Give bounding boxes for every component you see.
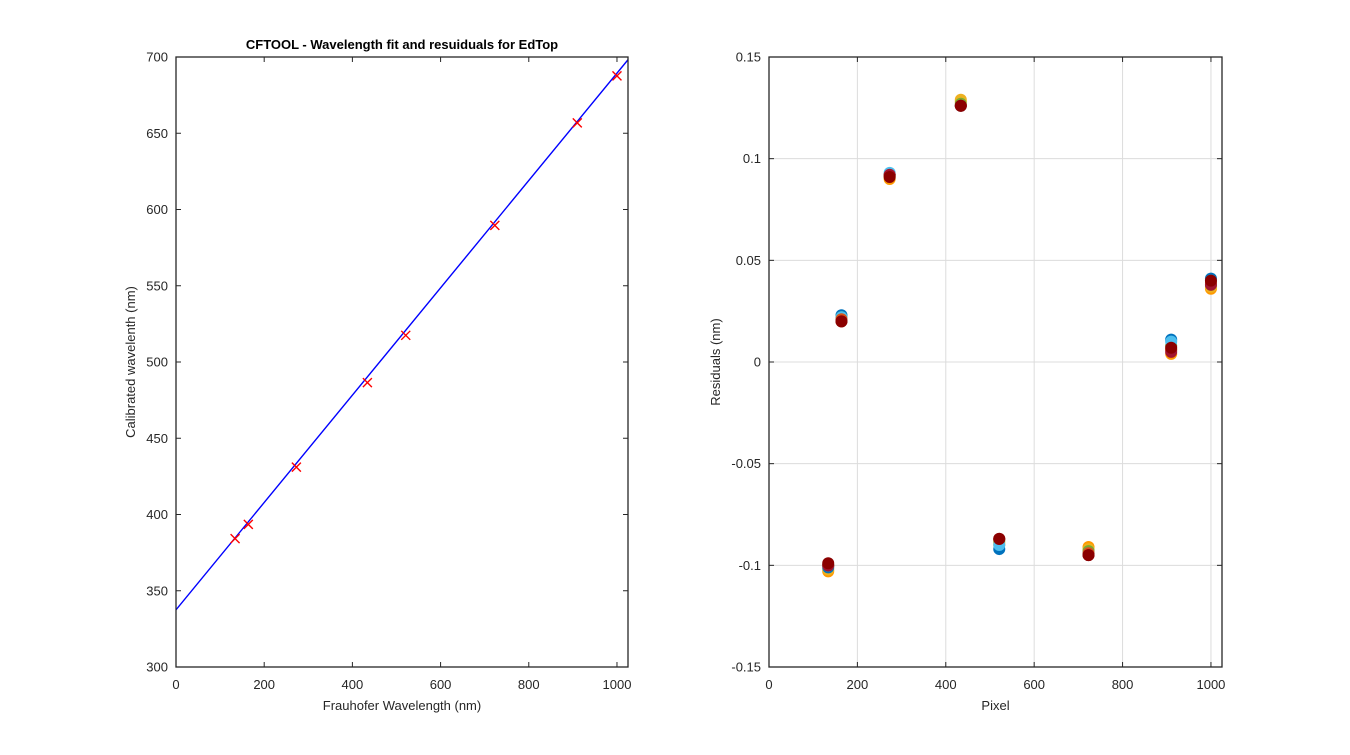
y-tick-label: 500 <box>146 355 168 370</box>
x-axis-label: Frauhofer Wavelength (nm) <box>323 698 481 713</box>
residual-point <box>1204 274 1217 287</box>
y-tick-label: -0.05 <box>731 456 761 471</box>
data-point-marker <box>489 220 500 231</box>
x-tick-label: 400 <box>935 677 957 692</box>
y-tick-label: 0.1 <box>743 151 761 166</box>
y-tick-label: 600 <box>146 202 168 217</box>
residual-point <box>1082 549 1095 562</box>
data-point-marker <box>291 462 302 473</box>
residual-point <box>1165 341 1178 354</box>
x-tick-label: 200 <box>253 677 275 692</box>
x-tick-label: 800 <box>518 677 540 692</box>
y-tick-label: 650 <box>146 126 168 141</box>
y-tick-label: 450 <box>146 431 168 446</box>
residual-point <box>822 557 835 570</box>
y-tick-label: 400 <box>146 507 168 522</box>
data-point-marker <box>243 519 254 530</box>
fit-line <box>176 59 628 611</box>
residual-point <box>835 315 848 328</box>
x-tick-label: 1000 <box>1196 677 1225 692</box>
data-point-marker <box>362 377 373 388</box>
data-layer <box>822 93 1217 578</box>
residual-point <box>993 532 1006 545</box>
y-tick-label: 550 <box>146 278 168 293</box>
residual-point <box>883 170 896 183</box>
fit-axes: 0 200 400 600 800 1000 300 350 400 450 500 550 600 65… <box>123 37 631 713</box>
y-tick-label: 0.05 <box>736 253 761 268</box>
y-tick-label: 0.15 <box>736 50 761 65</box>
y-tick-label: 350 <box>146 583 168 598</box>
data-point-marker <box>230 533 241 544</box>
data-point-marker <box>400 330 411 341</box>
axes-frame <box>175 56 629 668</box>
x-tick-label: 400 <box>342 677 364 692</box>
x-tick-label: 0 <box>172 677 179 692</box>
x-tick-label: 0 <box>765 677 772 692</box>
y-tick-label: 700 <box>146 50 168 65</box>
x-tick-label: 600 <box>430 677 452 692</box>
y-tick-label: -0.15 <box>731 660 761 675</box>
data-layer <box>176 59 628 611</box>
y-tick-label: 300 <box>146 660 168 675</box>
residuals-axes: 0 200 400 600 800 1000 -0.15 -0.1 -0.05 0 0.05 0.1 0… <box>708 50 1225 714</box>
y-tick-label: -0.1 <box>739 558 761 573</box>
x-tick-label: 1000 <box>603 677 632 692</box>
residual-point <box>954 99 967 112</box>
chart-title: CFTOOL - Wavelength fit and resuiduals f… <box>246 37 558 52</box>
x-tick-label: 800 <box>1112 677 1134 692</box>
y-tick-label: 0 <box>754 355 761 370</box>
x-axis-label: Pixel <box>981 698 1009 713</box>
y-axis-label: Residuals (nm) <box>708 318 723 405</box>
y-axis-label: Calibrated wavelenth (nm) <box>123 286 138 438</box>
x-tick-label: 200 <box>847 677 869 692</box>
data-point-marker <box>611 70 622 81</box>
x-tick-label: 600 <box>1023 677 1045 692</box>
data-point-marker <box>572 117 583 128</box>
